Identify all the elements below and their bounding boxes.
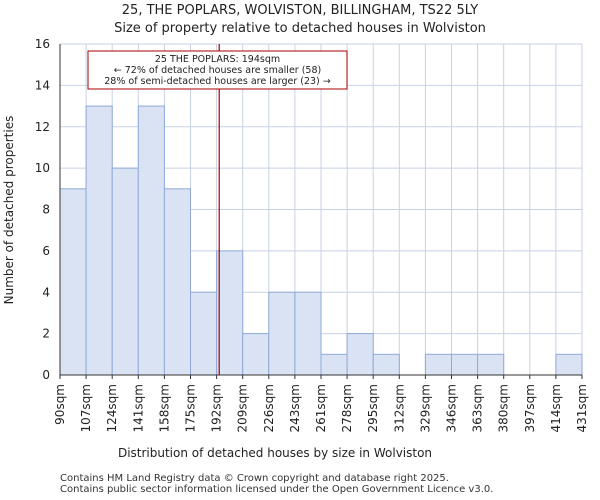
- x-tick-label: 209sqm: [236, 384, 250, 432]
- y-axis-label: Number of detached properties: [2, 116, 16, 305]
- y-tick-label: 8: [42, 203, 50, 217]
- histogram-bar: [451, 353, 479, 376]
- x-tick-label: 107sqm: [79, 384, 93, 432]
- annotation: 25 THE POPLARS: 194sqm ← 72% of detached…: [87, 50, 348, 90]
- x-tick-label: 192sqm: [210, 384, 224, 432]
- histogram-bar: [268, 291, 296, 376]
- x-tick-label: 312sqm: [392, 384, 406, 432]
- histogram-bar: [372, 353, 400, 376]
- y-tick-label: 16: [35, 37, 50, 51]
- histogram-bar: [294, 291, 322, 376]
- histogram-bar: [85, 105, 113, 376]
- histogram-bar: [424, 353, 452, 376]
- y-tick-label: 14: [35, 78, 50, 92]
- x-tick-label: 431sqm: [575, 384, 589, 432]
- x-tick-label: 295sqm: [366, 384, 380, 432]
- footer-line-1: Contains HM Land Registry data © Crown c…: [60, 473, 449, 484]
- x-tick-label: 346sqm: [445, 384, 459, 432]
- x-tick-label: 124sqm: [105, 384, 119, 432]
- bars: [59, 105, 583, 376]
- y-tick-label: 12: [35, 120, 50, 134]
- chart-subtitle: Size of property relative to detached ho…: [114, 21, 486, 36]
- annotation-box: [87, 50, 348, 90]
- annotation-line-1: 25 THE POPLARS: 194sqm: [155, 54, 280, 65]
- histogram-bar: [163, 188, 191, 376]
- x-tick-label: 397sqm: [523, 384, 537, 432]
- x-tick-label: 380sqm: [497, 384, 511, 432]
- histogram-bar: [137, 105, 165, 376]
- x-tick-label: 414sqm: [549, 384, 563, 432]
- x-tick-label: 158sqm: [157, 384, 171, 432]
- x-tick-label: 363sqm: [471, 384, 485, 432]
- histogram-bar: [59, 188, 87, 376]
- histogram-bar: [346, 333, 374, 376]
- x-tick-label: 278sqm: [340, 384, 354, 432]
- y-tick-label: 10: [35, 161, 50, 175]
- x-tick-label: 90sqm: [53, 384, 67, 425]
- histogram-bar: [111, 167, 139, 376]
- histogram-chart: 25, THE POPLARS, WOLVISTON, BILLINGHAM, …: [2, 3, 589, 460]
- x-tick-label: 329sqm: [418, 384, 432, 432]
- y-tick-label: 0: [42, 368, 50, 382]
- x-axis-label: Distribution of detached houses by size …: [118, 446, 432, 460]
- annotation-line-2: ← 72% of detached houses are smaller (58…: [114, 65, 321, 76]
- x-tick-label: 243sqm: [288, 384, 302, 432]
- x-tick-label: 175sqm: [184, 384, 198, 432]
- x-tick-label: 141sqm: [131, 384, 145, 432]
- histogram-bar: [477, 353, 505, 376]
- histogram-bar: [555, 353, 583, 376]
- histogram-bar: [242, 333, 270, 376]
- histogram-bar: [216, 250, 244, 376]
- axes: 0 2 4 6 8 10 12 14 16 90sqm 107sqm 124sqm 141sqm 158s…: [35, 37, 589, 432]
- y-tick-label: 6: [42, 244, 50, 258]
- histogram-bar: [190, 291, 218, 376]
- y-tick-label: 4: [42, 285, 50, 299]
- annotation-line-3: 28% of semi-detached houses are larger (…: [104, 76, 331, 87]
- histogram-bar: [320, 353, 348, 376]
- y-tick-label: 2: [42, 327, 50, 341]
- chart-title: 25, THE POPLARS, WOLVISTON, BILLINGHAM, …: [122, 3, 478, 18]
- footer-line-2: Contains public sector information licen…: [60, 484, 494, 495]
- x-tick-label: 226sqm: [262, 384, 276, 432]
- x-tick-label: 261sqm: [314, 384, 328, 432]
